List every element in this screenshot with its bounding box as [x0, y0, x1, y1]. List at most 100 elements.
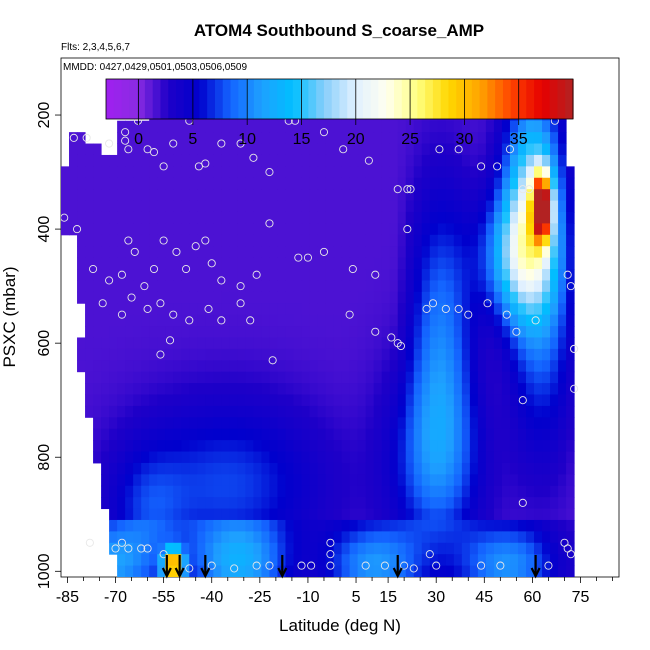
heatmap-cell [261, 451, 270, 464]
heatmap-cell [341, 257, 351, 270]
heatmap-cell [477, 166, 487, 179]
heatmap-cell [413, 462, 423, 475]
heatmap-cell [542, 189, 551, 202]
heatmap-cell [405, 269, 415, 281]
heatmap-cell [381, 371, 391, 384]
sample-point [531, 316, 540, 325]
heatmap-cell [357, 211, 367, 224]
heatmap-cell [117, 291, 126, 304]
sample-point [127, 293, 136, 302]
heatmap-cell [197, 348, 206, 361]
heatmap-cell [165, 257, 174, 270]
heatmap-cell [269, 394, 278, 407]
heatmap-cell [173, 474, 182, 487]
heatmap-cell [517, 394, 527, 407]
heatmap-cell [149, 291, 158, 304]
heatmap-cell [101, 451, 110, 464]
heatmap-cell [517, 280, 527, 293]
sample-point [124, 544, 133, 553]
heatmap-cell [509, 417, 519, 430]
heatmap-cell [189, 474, 198, 487]
heatmap-cell [333, 223, 343, 236]
heatmap-cell [245, 542, 254, 555]
heatmap-cell [341, 246, 351, 259]
heatmap-cell [253, 485, 262, 498]
heatmap-cell [397, 200, 407, 213]
heatmap-cell [269, 280, 278, 293]
heatmap-cell [109, 189, 118, 202]
heatmap-cell [109, 246, 118, 259]
heatmap-cell [237, 189, 246, 202]
sample-point [117, 310, 126, 319]
heatmap-cell [181, 440, 190, 453]
heatmap-cell [534, 143, 543, 156]
colorbar-swatch [292, 79, 302, 119]
sample-point [252, 270, 261, 279]
heatmap-cell [109, 348, 118, 361]
heatmap-cell [381, 234, 391, 247]
heatmap-cell [477, 383, 487, 395]
heatmap-cell [469, 223, 479, 236]
heatmap-cell [453, 508, 463, 521]
heatmap-cell [213, 519, 222, 532]
heatmap-cell [197, 246, 206, 259]
heatmap-cell [421, 177, 431, 190]
heatmap-cell [133, 508, 142, 521]
heatmap-cell [437, 474, 447, 487]
heatmap-cell [157, 303, 166, 316]
heatmap-cell [566, 474, 575, 487]
heatmap-cell [542, 154, 551, 167]
heatmap-cell [213, 257, 222, 270]
heatmap-cell [261, 269, 270, 281]
heatmap-cell [101, 211, 110, 224]
heatmap-cell [389, 291, 399, 304]
heatmap-cell [293, 177, 303, 190]
heatmap-cell [477, 211, 487, 224]
heatmap-cell [373, 120, 383, 133]
heatmap-cell [517, 246, 527, 259]
heatmap-cell [413, 246, 423, 259]
heatmap-cell [485, 383, 495, 395]
heatmap-cell [405, 314, 415, 327]
heatmap-cell [253, 371, 262, 384]
heatmap-cell [117, 223, 126, 236]
heatmap-cell [526, 531, 535, 544]
heatmap-cell [101, 200, 110, 213]
heatmap-cell [285, 234, 294, 247]
heatmap-cell [517, 519, 527, 532]
heatmap-cell [317, 291, 327, 304]
heatmap-cell [285, 405, 294, 418]
heatmap-cell [453, 554, 463, 567]
heatmap-cell [101, 303, 110, 316]
heatmap-cell [534, 177, 543, 190]
heatmap-cell [181, 565, 190, 577]
heatmap-cell [125, 348, 134, 361]
heatmap-cell [101, 280, 110, 293]
heatmap-cell [558, 519, 567, 532]
heatmap-cell [365, 120, 375, 133]
heatmap-cell [413, 189, 423, 202]
heatmap-cell [558, 542, 567, 555]
heatmap-cell [397, 120, 407, 133]
heatmap-cell [253, 417, 262, 430]
heatmap-cell [405, 189, 415, 202]
heatmap-cell [133, 132, 142, 145]
heatmap-cell [445, 291, 455, 304]
heatmap-cell [445, 303, 455, 316]
heatmap-cell [117, 474, 126, 487]
heatmap-cell [133, 326, 142, 338]
heatmap-cell [373, 428, 383, 441]
heatmap-cell [558, 531, 567, 544]
heatmap-cell [381, 166, 391, 179]
heatmap-cell [461, 280, 471, 293]
sample-point [396, 341, 405, 351]
sample-point [236, 139, 245, 148]
sample-point [217, 316, 226, 325]
heatmap-cell [325, 405, 335, 418]
heatmap-cell [550, 269, 559, 281]
heatmap-cell [269, 519, 278, 532]
heatmap-cell [509, 211, 519, 224]
heatmap-cell [285, 120, 294, 133]
heatmap-cell [405, 211, 415, 224]
heatmap-cell [357, 360, 367, 373]
